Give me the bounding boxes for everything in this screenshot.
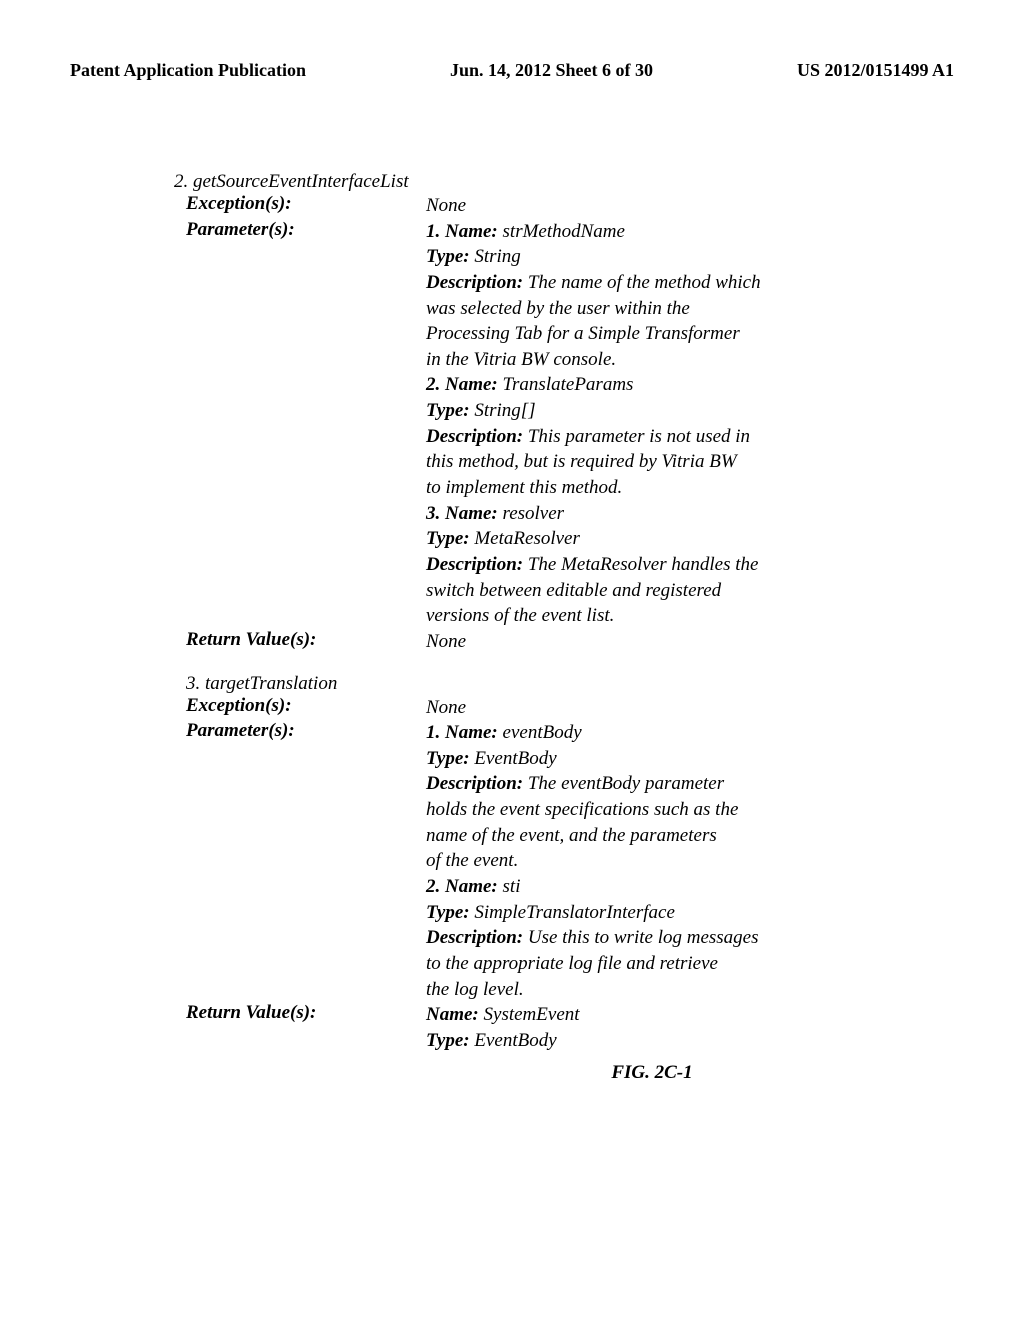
param-desc-text: Use this to write log messages: [523, 927, 758, 948]
param-name-value: sti: [498, 876, 521, 897]
page-header: Patent Application Publication Jun. 14, …: [70, 60, 954, 81]
param-type-value: MetaResolver: [470, 528, 580, 549]
param-name-label: 3. Name:: [426, 503, 498, 524]
header-right: US 2012/0151499 A1: [797, 60, 954, 81]
section-3-return-body: Name: SystemEvent Type: EventBody: [426, 1002, 954, 1053]
section-2-return-row: Return Value(s): None: [170, 629, 954, 655]
param-desc-text: switch between editable and registered: [426, 578, 954, 604]
param-type-label: Type:: [426, 400, 470, 421]
param-name-value: resolver: [498, 503, 564, 524]
param-name-value: eventBody: [498, 722, 582, 743]
document-body: 2. getSourceEventInterfaceList Exception…: [70, 171, 954, 1084]
param-desc-text: This parameter is not used in: [523, 426, 750, 447]
param-desc-label: Description:: [426, 554, 523, 575]
param-name-label: 2. Name:: [426, 374, 498, 395]
param-type-value: EventBody: [470, 748, 557, 769]
header-left: Patent Application Publication: [70, 60, 306, 81]
section-3-return-row: Return Value(s): Name: SystemEvent Type:…: [170, 1002, 954, 1053]
parameters-label: Parameter(s):: [170, 219, 426, 629]
param-desc-text: in the Vitria BW console.: [426, 347, 954, 373]
param-type-label: Type:: [426, 528, 470, 549]
param-type-label: Type:: [426, 246, 470, 267]
section-3-title: 3. targetTranslation: [170, 673, 954, 695]
return-label: Return Value(s):: [170, 1002, 426, 1053]
exceptions-label: Exception(s):: [170, 695, 426, 721]
param-desc-label: Description:: [426, 927, 523, 948]
param-desc-text: the log level.: [426, 977, 954, 1003]
param-desc-text: holds the event specifications such as t…: [426, 797, 954, 823]
param-desc-text: to the appropriate log file and retrieve: [426, 951, 954, 977]
return-label: Return Value(s):: [170, 629, 426, 655]
param-type-value: String[]: [470, 400, 536, 421]
exceptions-label: Exception(s):: [170, 193, 426, 219]
param-desc-text: this method, but is required by Vitria B…: [426, 449, 954, 475]
param-type-value: SimpleTranslatorInterface: [470, 902, 675, 923]
return-name-value: SystemEvent: [479, 1004, 580, 1025]
param-desc-text: The eventBody parameter: [523, 773, 724, 794]
section-3-exceptions-row: Exception(s): None: [170, 695, 954, 721]
param-desc-text: Processing Tab for a Simple Transformer: [426, 321, 954, 347]
section-2-exceptions-row: Exception(s): None: [170, 193, 954, 219]
return-type-label: Type:: [426, 1030, 470, 1051]
param-desc-text: name of the event, and the parameters: [426, 823, 954, 849]
param-desc-text: The MetaResolver handles the: [523, 554, 758, 575]
section-3-parameters-row: Parameter(s): 1. Name: eventBody Type: E…: [170, 720, 954, 1002]
param-desc-label: Description:: [426, 773, 523, 794]
figure-label: FIG. 2C-1: [170, 1062, 954, 1084]
return-value: None: [426, 631, 466, 652]
header-center: Jun. 14, 2012 Sheet 6 of 30: [450, 60, 653, 81]
exceptions-value: None: [426, 195, 466, 216]
parameters-label: Parameter(s):: [170, 720, 426, 1002]
param-desc-text: was selected by the user within the: [426, 296, 954, 322]
param-desc-label: Description:: [426, 426, 523, 447]
param-name-value: strMethodName: [498, 221, 625, 242]
param-type-label: Type:: [426, 748, 470, 769]
param-type-value: String: [470, 246, 521, 267]
return-name-label: Name:: [426, 1004, 479, 1025]
param-name-label: 1. Name:: [426, 722, 498, 743]
param-name-label: 1. Name:: [426, 221, 498, 242]
param-type-label: Type:: [426, 902, 470, 923]
section-3-parameters-body: 1. Name: eventBody Type: EventBody Descr…: [426, 720, 954, 1002]
param-desc-text: versions of the event list.: [426, 603, 954, 629]
exceptions-value: None: [426, 697, 466, 718]
section-2-title: 2. getSourceEventInterfaceList: [170, 171, 954, 193]
param-name-value: TranslateParams: [498, 374, 634, 395]
section-2-parameters-body: 1. Name: strMethodName Type: String Desc…: [426, 219, 954, 629]
section-2-parameters-row: Parameter(s): 1. Name: strMethodName Typ…: [170, 219, 954, 629]
return-type-value: EventBody: [470, 1030, 557, 1051]
param-desc-text: The name of the method which: [523, 272, 760, 293]
param-desc-label: Description:: [426, 272, 523, 293]
param-desc-text: of the event.: [426, 848, 954, 874]
param-name-label: 2. Name:: [426, 876, 498, 897]
param-desc-text: to implement this method.: [426, 475, 954, 501]
